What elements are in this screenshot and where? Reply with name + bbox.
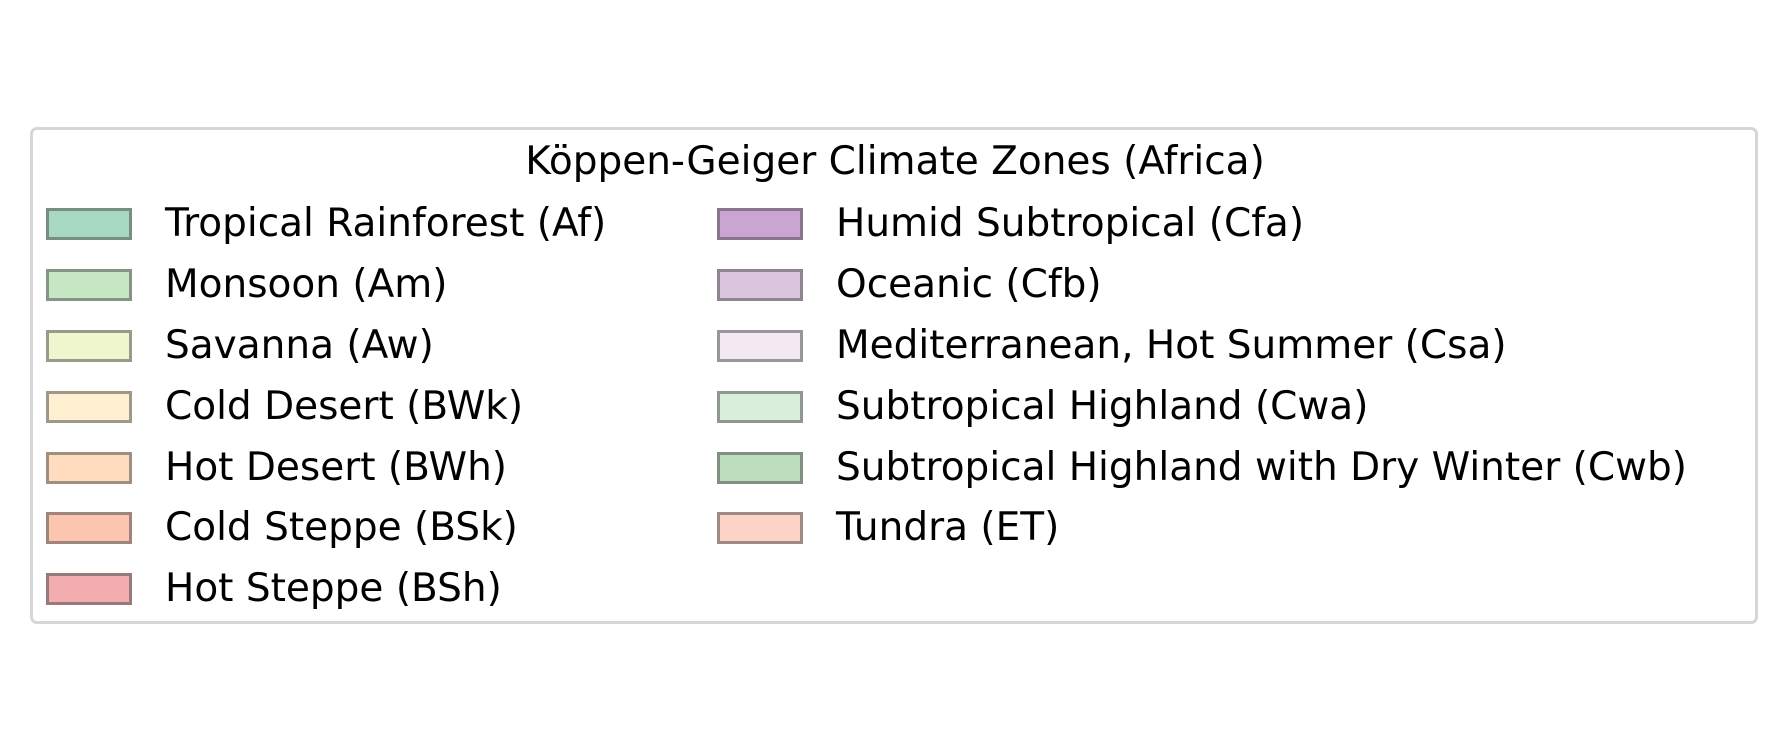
- legend-item: Subtropical Highland with Dry Winter (Cw…: [717, 437, 1687, 498]
- legend-item: Hot Steppe (BSh): [46, 559, 606, 620]
- legend-swatch: [717, 208, 803, 241]
- legend-swatch: [717, 269, 803, 302]
- legend-label: Cold Steppe (BSk): [165, 505, 518, 551]
- legend-label: Mediterranean, Hot Summer (Csa): [836, 322, 1507, 368]
- legend-item: Hot Desert (BWh): [46, 437, 606, 498]
- legend-label: Hot Desert (BWh): [165, 444, 508, 490]
- legend-swatch: [46, 512, 132, 545]
- legend-item: Subtropical Highland (Cwa): [717, 376, 1687, 437]
- legend-label: Tundra (ET): [836, 505, 1060, 551]
- legend-item: Humid Subtropical (Cfa): [717, 194, 1687, 255]
- legend-item: Savanna (Aw): [46, 316, 606, 377]
- legend-label: Oceanic (Cfb): [836, 262, 1102, 308]
- legend-item: Cold Desert (BWk): [46, 376, 606, 437]
- legend-swatch: [717, 451, 803, 484]
- legend-label: Savanna (Aw): [165, 322, 434, 368]
- legend-item: Tropical Rainforest (Af): [46, 194, 606, 255]
- legend-item: Tundra (ET): [717, 498, 1687, 559]
- legend-swatch: [46, 208, 132, 241]
- legend-label: Hot Steppe (BSh): [165, 566, 502, 612]
- legend-swatch: [717, 390, 803, 423]
- legend-swatch: [717, 329, 803, 362]
- legend-title: Köppen-Geiger Climate Zones (Africa): [525, 139, 1265, 184]
- legend-item: Oceanic (Cfb): [717, 255, 1687, 316]
- legend-box: [30, 127, 1758, 624]
- legend-column-right: Humid Subtropical (Cfa) Oceanic (Cfb) Me…: [717, 194, 1687, 559]
- legend-item: Mediterranean, Hot Summer (Csa): [717, 316, 1687, 377]
- legend-swatch: [46, 573, 132, 606]
- legend-label: Subtropical Highland (Cwa): [836, 383, 1369, 429]
- legend-label: Subtropical Highland with Dry Winter (Cw…: [836, 444, 1687, 490]
- legend-swatch: [46, 269, 132, 302]
- legend-column-left: Tropical Rainforest (Af) Monsoon (Am) Sa…: [46, 194, 606, 620]
- legend-swatch: [46, 329, 132, 362]
- legend-label: Humid Subtropical (Cfa): [836, 201, 1305, 247]
- legend-item: Cold Steppe (BSk): [46, 498, 606, 559]
- legend-label: Monsoon (Am): [165, 262, 448, 308]
- legend-item: Monsoon (Am): [46, 255, 606, 316]
- legend-swatch: [717, 512, 803, 545]
- legend-label: Cold Desert (BWk): [165, 383, 524, 429]
- legend-label: Tropical Rainforest (Af): [165, 201, 607, 247]
- legend-swatch: [46, 390, 132, 423]
- legend-swatch: [46, 451, 132, 484]
